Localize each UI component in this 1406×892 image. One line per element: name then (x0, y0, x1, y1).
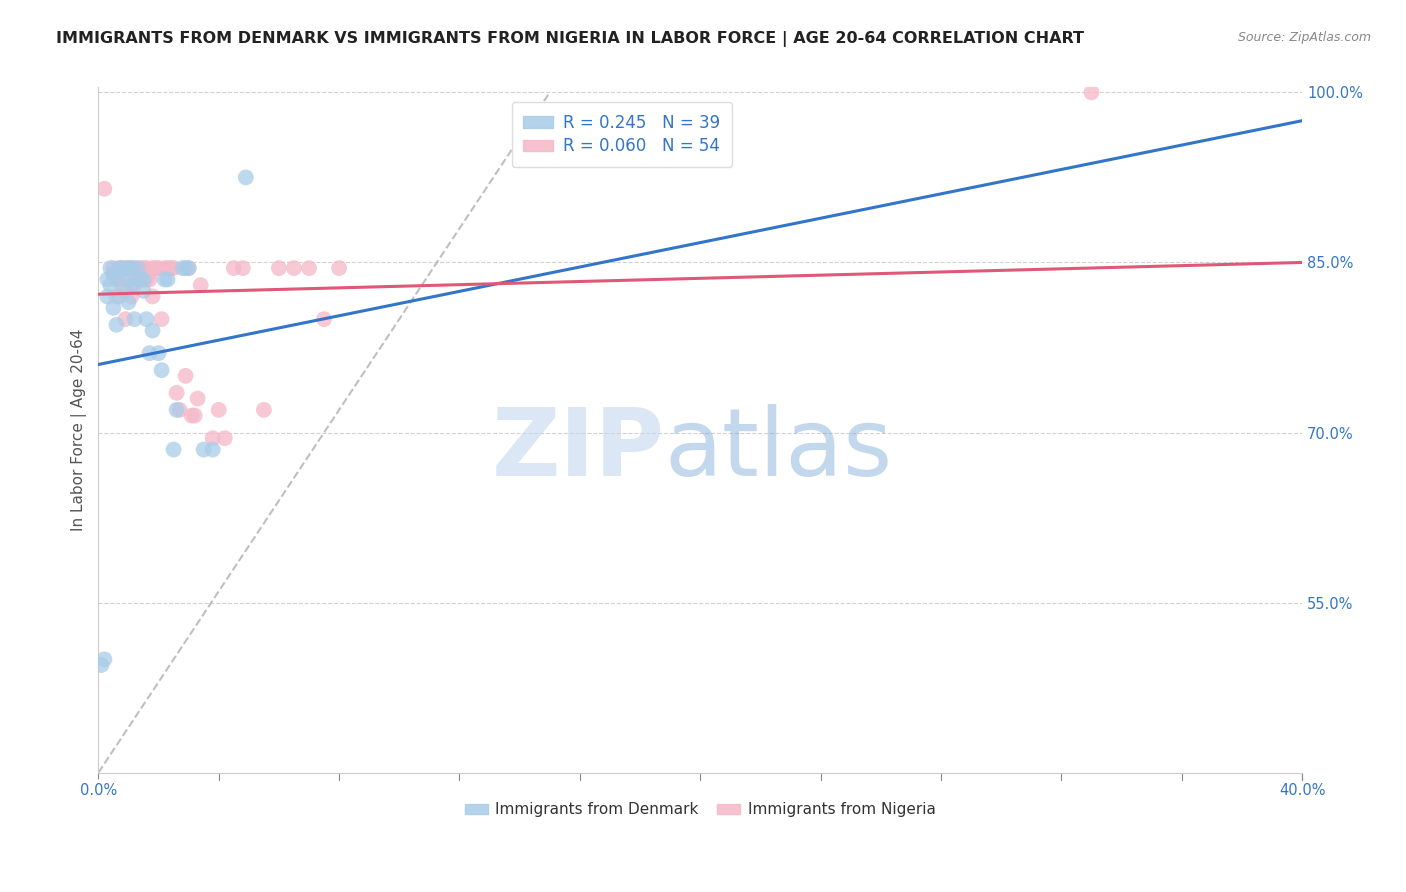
Point (174, 261, 197, 276)
Point (135, 272, 157, 286)
Point (138, 272, 160, 286)
Point (138, 267, 160, 281)
Point (117, 261, 139, 276)
Point (120, 261, 142, 276)
Point (127, 261, 149, 276)
Point (145, 261, 167, 276)
Point (100, 278, 122, 293)
Point (1080, 86, 1102, 100)
Y-axis label: In Labor Force | Age 20-64: In Labor Force | Age 20-64 (72, 328, 87, 531)
Point (111, 278, 134, 293)
Point (177, 261, 200, 276)
Point (103, 267, 125, 281)
Point (148, 346, 170, 360)
Point (138, 346, 160, 360)
Point (120, 289, 142, 303)
Point (193, 442, 215, 457)
Point (148, 261, 170, 276)
Point (117, 295, 139, 310)
Point (117, 261, 139, 276)
Point (127, 272, 149, 286)
Point (172, 261, 194, 276)
Point (208, 402, 231, 417)
Point (124, 261, 146, 276)
Point (132, 261, 155, 276)
Point (117, 272, 139, 286)
Point (169, 402, 191, 417)
Point (214, 431, 236, 445)
Point (114, 261, 136, 276)
Point (150, 363, 173, 377)
Point (201, 431, 224, 445)
Point (153, 272, 176, 286)
Point (93, 182, 115, 196)
Point (108, 261, 131, 276)
Point (298, 261, 321, 276)
Point (135, 261, 157, 276)
Point (156, 272, 179, 286)
Text: Source: ZipAtlas.com: Source: ZipAtlas.com (1237, 31, 1371, 45)
Point (232, 261, 254, 276)
Point (103, 261, 125, 276)
Point (103, 301, 125, 315)
Point (132, 272, 155, 286)
Point (132, 284, 155, 298)
Point (132, 272, 155, 286)
Point (235, 170, 257, 185)
Point (190, 278, 212, 293)
Point (153, 261, 176, 276)
Point (129, 261, 152, 276)
Point (183, 409, 205, 423)
Point (117, 272, 139, 286)
Point (283, 261, 305, 276)
Point (141, 324, 163, 338)
Point (166, 385, 188, 400)
Point (159, 261, 181, 276)
Text: ZIP: ZIP (491, 404, 664, 496)
Point (187, 392, 209, 406)
Point (141, 289, 163, 303)
Point (108, 261, 131, 276)
Point (162, 261, 184, 276)
Point (111, 261, 134, 276)
Point (105, 289, 128, 303)
Point (162, 442, 184, 457)
Point (93, 652, 115, 666)
Point (108, 289, 131, 303)
Point (267, 261, 290, 276)
Point (253, 402, 276, 417)
Text: IMMIGRANTS FROM DENMARK VS IMMIGRANTS FROM NIGERIA IN LABOR FORCE | AGE 20-64 CO: IMMIGRANTS FROM DENMARK VS IMMIGRANTS FR… (56, 31, 1084, 47)
Point (105, 267, 128, 281)
Point (222, 261, 245, 276)
Point (174, 368, 197, 383)
Point (105, 272, 128, 286)
Point (135, 312, 157, 326)
Text: atlas: atlas (664, 404, 893, 496)
Point (103, 267, 125, 281)
Point (90, 658, 112, 673)
Point (111, 261, 134, 276)
Point (124, 278, 146, 293)
Point (124, 312, 146, 326)
Point (141, 261, 163, 276)
Point (105, 318, 128, 332)
Point (120, 278, 142, 293)
Point (120, 261, 142, 276)
Point (96, 289, 118, 303)
Point (150, 312, 173, 326)
Point (156, 261, 179, 276)
Legend: Immigrants from Denmark, Immigrants from Nigeria: Immigrants from Denmark, Immigrants from… (458, 797, 942, 823)
Point (177, 261, 200, 276)
Point (312, 312, 335, 326)
Point (108, 272, 131, 286)
Point (201, 442, 224, 457)
Point (328, 261, 350, 276)
Point (166, 402, 188, 417)
Point (114, 312, 136, 326)
Point (100, 261, 122, 276)
Point (180, 409, 202, 423)
Point (96, 272, 118, 286)
Point (129, 272, 152, 286)
Point (114, 284, 136, 298)
